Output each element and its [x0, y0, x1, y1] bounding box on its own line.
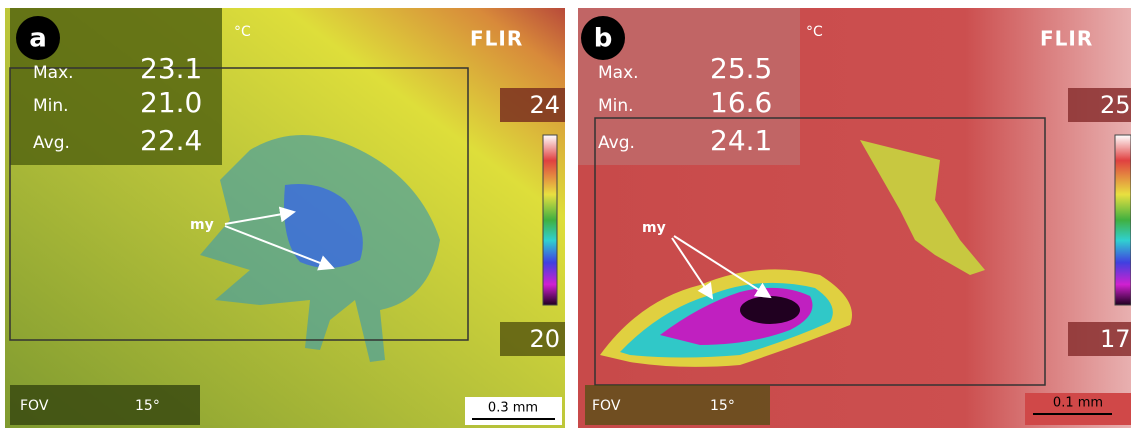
color-bar — [1115, 135, 1131, 305]
annotation: my — [190, 217, 214, 233]
stat-name: Avg. — [33, 133, 70, 153]
fov-value: 15° — [710, 398, 735, 414]
stat-name: Max. — [598, 63, 639, 83]
stat-value: 23.1 — [140, 52, 202, 85]
stat-name: Min. — [598, 96, 634, 116]
stat-name: Max. — [33, 63, 74, 83]
stat-name: Min. — [33, 96, 69, 116]
panel-label: b — [594, 24, 613, 54]
stat-name: Avg. — [598, 133, 635, 153]
stat-value: 22.4 — [140, 124, 202, 157]
brand: FLIR — [470, 27, 523, 51]
panel-label: a — [29, 24, 47, 54]
scale-min: 20 — [529, 325, 560, 353]
color-bar — [543, 135, 557, 305]
stat-value: 24.1 — [710, 124, 772, 157]
scale-bar-label: 0.1 mm — [1053, 396, 1103, 411]
stat-value: 16.6 — [710, 86, 772, 119]
figure: a °C FLIR Max. 23.1 Min. 21.0 Avg. 22.4 … — [0, 0, 1131, 430]
panel-b: b °C FLIR Max. 25.5 Min. 16.6 Avg. 24.1 … — [578, 8, 1131, 428]
fov-label: FOV — [592, 398, 621, 414]
cold-core — [740, 296, 800, 324]
fov-value: 15° — [135, 398, 160, 414]
brand: FLIR — [1040, 27, 1093, 51]
fov-label: FOV — [20, 398, 49, 414]
panel-a: a °C FLIR Max. 23.1 Min. 21.0 Avg. 22.4 … — [5, 8, 565, 428]
scale-min: 17 — [1100, 325, 1131, 353]
annotation: my — [642, 220, 666, 236]
scale-max: 24 — [529, 91, 560, 119]
stat-value: 25.5 — [710, 52, 772, 85]
stat-value: 21.0 — [140, 86, 202, 119]
unit: °C — [806, 24, 823, 40]
unit: °C — [234, 24, 251, 40]
scale-bar-label: 0.3 mm — [488, 401, 538, 416]
scale-max: 25 — [1100, 91, 1131, 119]
